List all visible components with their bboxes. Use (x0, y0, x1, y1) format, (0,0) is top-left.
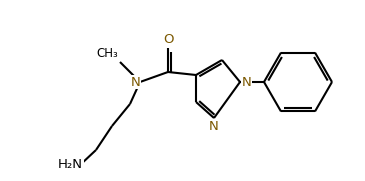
Text: H₂N: H₂N (58, 159, 83, 172)
Text: N: N (130, 75, 140, 89)
Text: N: N (242, 75, 252, 89)
Text: CH₃: CH₃ (96, 47, 118, 60)
Text: N: N (209, 120, 219, 133)
Text: O: O (163, 33, 173, 46)
